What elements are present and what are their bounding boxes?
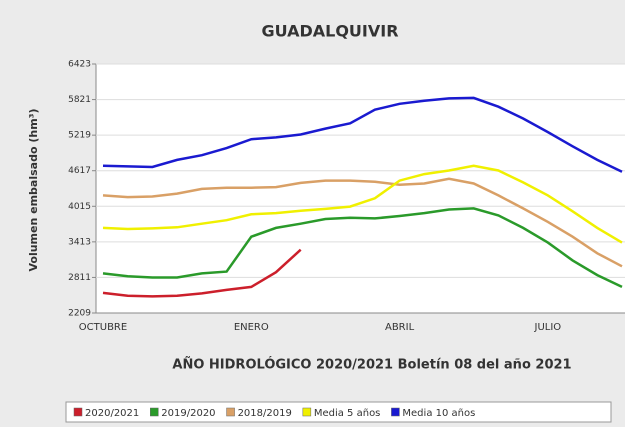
legend-swatch — [226, 407, 235, 417]
legend-label: 2018/2019 — [238, 408, 292, 419]
y-tick-label: 2811 — [68, 273, 91, 283]
x-axis-label: AÑO HIDROLÓGICO 2020/2021 Boletín 08 del… — [172, 357, 571, 373]
y-axis-label: Volumen embalsado (hm³) — [27, 108, 40, 271]
y-tick-label: 5219 — [68, 131, 91, 141]
y-tick-label: 5821 — [68, 95, 91, 105]
legend-box — [65, 401, 612, 423]
legend-swatch — [391, 407, 400, 417]
legend-label: Media 5 años — [314, 408, 381, 419]
legend-swatch — [73, 407, 83, 417]
y-tick-label: 6423 — [68, 60, 91, 70]
x-tick-label: JULIO — [534, 322, 562, 333]
legend-swatch — [150, 407, 159, 417]
y-tick-label: 4015 — [68, 202, 91, 212]
legend-label: 2019/2020 — [161, 408, 215, 419]
legend-label: Media 10 años — [402, 408, 475, 419]
y-tick-label: 3413 — [68, 237, 91, 247]
x-tick-label: ENERO — [234, 322, 269, 333]
y-tick-label: 4617 — [68, 166, 91, 176]
legend-swatch — [302, 407, 312, 417]
series-line — [102, 96, 623, 173]
y-tick-label: 2209 — [68, 309, 91, 319]
series-line — [102, 248, 302, 298]
plot-area — [96, 64, 625, 313]
series-line — [102, 164, 623, 244]
series-line — [102, 177, 623, 268]
x-tick-label: OCTUBRE — [79, 322, 127, 333]
chart-title: GUADALQUIVIR — [261, 22, 398, 41]
series-line — [102, 207, 623, 289]
x-tick-label: ABRIL — [385, 322, 415, 333]
legend-label: 2020/2021 — [85, 408, 139, 419]
